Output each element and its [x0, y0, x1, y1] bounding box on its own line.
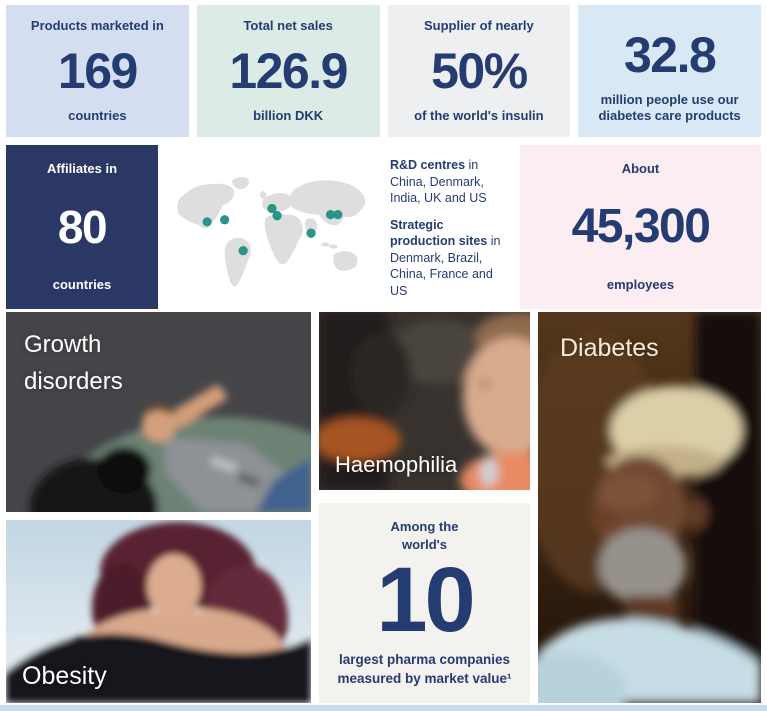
photo-diabetes: Diabetes	[538, 312, 761, 703]
stat-label-bottom: billion DKK	[253, 107, 324, 123]
stat-label-bottom: largest pharma companies measured by mar…	[337, 652, 512, 686]
stat-label-bottom: countries	[68, 107, 127, 123]
photo-obesity: Obesity	[6, 520, 311, 703]
rnd-sites-text: R&D centres in China, Denmark, India, UK…	[390, 145, 512, 309]
stat-card-products-marketed: Products marketed in 169 countries	[6, 5, 189, 137]
stat-label-bottom: employees	[606, 276, 675, 292]
stat-card-pharma-rank: Among the world's 10 largest pharma comp…	[319, 503, 530, 703]
diabetes-photo-art	[538, 312, 761, 703]
map-dot-china	[325, 210, 336, 220]
map-dot-us-east	[220, 215, 230, 225]
stat-value: 10	[376, 549, 475, 652]
stat-value: 169	[57, 43, 138, 99]
global-presence-row: Affiliates in 80 countries	[6, 145, 761, 309]
photo-label-haemophilia: Haemophilia	[335, 452, 458, 477]
world-map	[166, 145, 382, 309]
stat-label-top: About	[621, 161, 660, 176]
bottom-strip	[0, 705, 767, 711]
stat-label-top: Among the world's	[390, 519, 459, 552]
stat-label-bottom: million people use our diabetes care pro…	[598, 91, 741, 123]
map-dot-india	[306, 228, 316, 238]
map-dot-china-east	[333, 210, 343, 220]
photo-label-obesity: Obesity	[22, 662, 107, 690]
map-dot-europe	[272, 211, 282, 221]
stat-card-diabetes-care-users: 32.8 million people use our diabetes car…	[578, 5, 761, 137]
map-dot-denmark	[267, 203, 277, 214]
stat-value: 45,300	[571, 200, 711, 253]
stat-value: 50%	[431, 43, 528, 99]
photo-column-left: Growth disorders	[6, 312, 311, 703]
stat-value: 126.9	[229, 43, 348, 99]
growth-disorders-photo-art	[6, 312, 311, 512]
map-dot-us-west	[202, 217, 212, 227]
photo-label-growth-disorders: Growth disorders	[24, 331, 123, 396]
stat-label-top: Products marketed in	[30, 18, 164, 33]
production-sites-body: in Denmark, Brazil, China, France and US	[390, 234, 501, 298]
therapy-areas-row: Growth disorders	[6, 312, 761, 703]
stat-value: 80	[57, 201, 108, 253]
production-sites: Strategic production sites in Denmark, B…	[390, 217, 512, 300]
stat-label-top: Total net sales	[243, 18, 333, 33]
stat-value: 32.8	[623, 26, 717, 83]
stat-label-bottom: of the world's insulin	[414, 107, 544, 123]
photo-label-diabetes: Diabetes	[560, 334, 659, 362]
stat-card-employees: About 45,300 employees	[520, 145, 761, 309]
rnd-centres: R&D centres in China, Denmark, India, UK…	[390, 157, 512, 207]
stat-label-bottom: countries	[52, 276, 112, 292]
stat-label-top: Affiliates in	[46, 161, 118, 176]
stats-row: Products marketed in 169 countries Total…	[6, 5, 761, 137]
stat-card-insulin-supply: Supplier of nearly 50% of the world's in…	[387, 5, 571, 137]
obesity-photo-art	[6, 520, 311, 703]
haemophilia-photo-art	[319, 312, 530, 490]
stat-card-net-sales: Total net sales 126.9 billion DKK	[196, 5, 380, 137]
photo-growth-disorders: Growth disorders	[6, 312, 311, 512]
rnd-centres-title: R&D centres	[390, 158, 466, 172]
production-sites-title: Strategic production sites	[390, 217, 488, 249]
photo-haemophilia: Haemophilia	[319, 312, 530, 490]
map-dot-brazil	[238, 246, 248, 256]
stat-label-top: Supplier of nearly	[423, 18, 534, 33]
stat-card-affiliates: Affiliates in 80 countries	[6, 145, 158, 309]
world-map-icon	[177, 177, 366, 287]
rnd-centres-body: in China, Denmark, India, UK and US	[390, 158, 487, 205]
photo-column-middle: Haemophilia Among the world's 10 largest…	[319, 312, 530, 703]
